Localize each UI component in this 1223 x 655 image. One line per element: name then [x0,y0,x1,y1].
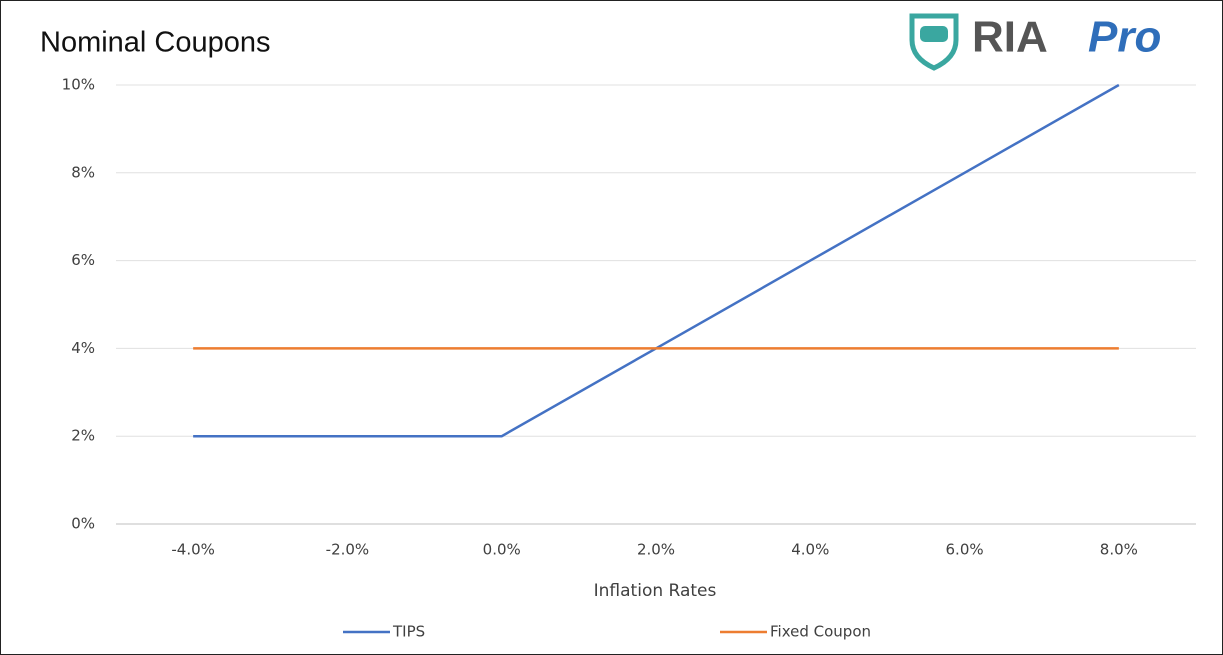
x-tick-label: 4.0% [791,541,829,559]
logo: RIA Pro [909,13,1161,71]
logo-text: Pro [1088,13,1161,62]
logo-bubble [920,26,948,42]
x-tick-label: 6.0% [946,541,984,559]
y-tick-label: 4% [71,339,95,357]
x-tick-label: 2.0% [637,541,675,559]
x-tick-label: -4.0% [171,541,215,559]
y-tick-label: 8% [71,163,95,181]
y-tick-label: 0% [71,515,95,533]
chart-title: Nominal Coupons [40,27,271,59]
y-tick-label: 6% [71,251,95,269]
x-tick-label: 0.0% [483,541,521,559]
x-axis-label: Inflation Rates [594,581,717,601]
logo-shield [909,13,959,71]
legend-label: Fixed Coupon [770,623,871,641]
logo-text: RIA [972,13,1048,62]
x-tick-label: -2.0% [326,541,370,559]
x-tick-label: 8.0% [1100,541,1138,559]
legend-label: TIPS [392,623,425,641]
y-tick-label: 10% [62,76,95,94]
y-tick-label: 2% [71,427,95,445]
